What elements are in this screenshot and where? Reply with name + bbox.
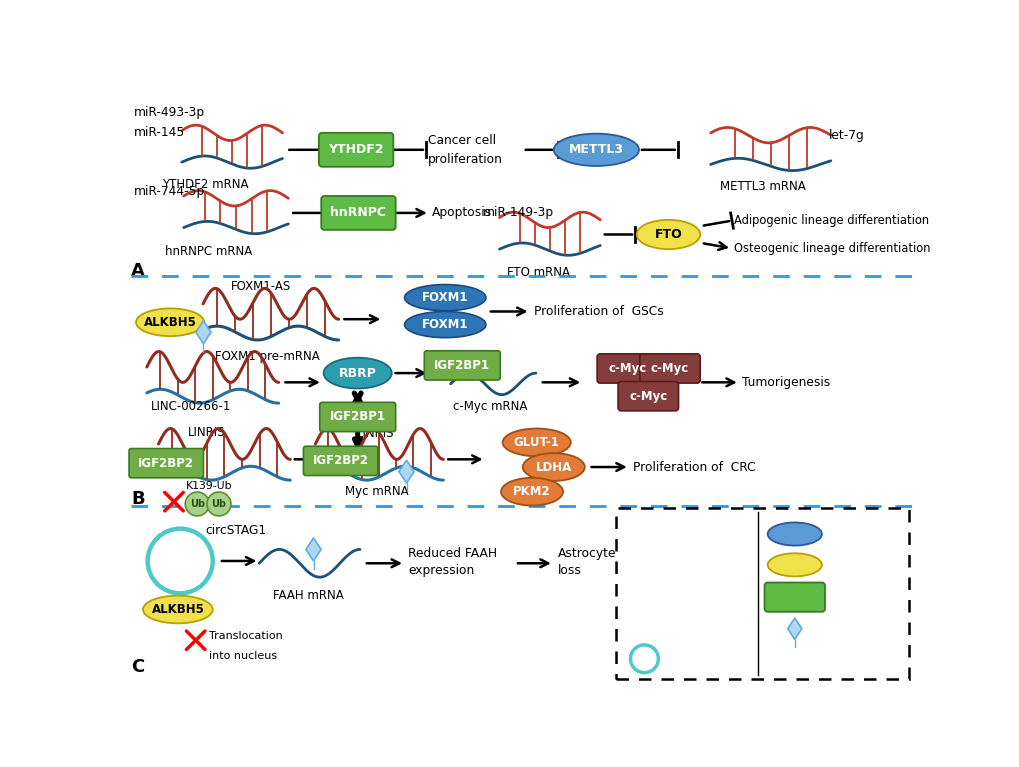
FancyBboxPatch shape (303, 446, 377, 476)
Text: Tumorigenesis: Tumorigenesis (742, 376, 829, 389)
Circle shape (630, 645, 657, 673)
Text: LDHA: LDHA (535, 460, 572, 473)
Ellipse shape (143, 596, 213, 624)
Text: ALKBH5: ALKBH5 (151, 603, 204, 616)
FancyBboxPatch shape (596, 354, 657, 383)
Text: circRNA: circRNA (665, 652, 713, 665)
Text: Apoptosis: Apoptosis (432, 206, 492, 219)
Text: RBRP: RBRP (338, 367, 376, 380)
Text: circSTAG1: circSTAG1 (205, 524, 266, 537)
Text: FTO: FTO (654, 228, 682, 241)
FancyBboxPatch shape (639, 354, 699, 383)
Polygon shape (196, 321, 211, 344)
Polygon shape (787, 618, 801, 640)
Text: Cancer cell: Cancer cell (428, 134, 495, 147)
Text: m6A: m6A (825, 622, 853, 635)
Text: c-Myc: c-Myc (607, 362, 646, 375)
Text: proliferation: proliferation (428, 153, 502, 166)
Text: Eraser: Eraser (825, 558, 864, 571)
Text: expression: expression (408, 565, 474, 578)
Text: Ub: Ub (211, 499, 226, 509)
Text: IGF2BP1: IGF2BP1 (329, 410, 385, 423)
Text: Myc mRNA: Myc mRNA (344, 486, 409, 499)
Text: into nucleus: into nucleus (209, 650, 277, 660)
Text: LINC-00266-1: LINC-00266-1 (151, 400, 231, 413)
FancyBboxPatch shape (319, 133, 393, 166)
Text: ALKBH5: ALKBH5 (144, 316, 197, 329)
Text: C: C (131, 658, 145, 676)
Text: FOXM1: FOXM1 (422, 291, 468, 304)
Ellipse shape (323, 357, 391, 389)
Text: miR-493-3p: miR-493-3p (133, 107, 205, 120)
Text: FOXM1-AS: FOXM1-AS (230, 280, 290, 292)
Text: c-Myc: c-Myc (629, 390, 666, 403)
Text: miRNA: miRNA (674, 591, 714, 604)
Ellipse shape (136, 308, 204, 336)
Ellipse shape (502, 429, 571, 456)
Text: mRNA: mRNA (825, 652, 863, 665)
Text: Adipogenic lineage differentiation: Adipogenic lineage differentiation (734, 214, 928, 227)
Text: c-Myc mRNA: c-Myc mRNA (452, 400, 527, 413)
Text: Osteogenic lineage differentiation: Osteogenic lineage differentiation (734, 242, 930, 255)
Text: let-7g: let-7g (828, 130, 864, 143)
Text: c-Myc: c-Myc (650, 362, 689, 375)
Text: GLUT-1: GLUT-1 (514, 436, 559, 449)
FancyBboxPatch shape (319, 403, 395, 432)
Ellipse shape (553, 133, 638, 166)
FancyBboxPatch shape (321, 196, 395, 230)
Ellipse shape (405, 285, 485, 311)
Ellipse shape (405, 311, 485, 337)
Text: Reduced FAAH: Reduced FAAH (408, 547, 496, 560)
Text: FOXM1: FOXM1 (422, 318, 468, 331)
Ellipse shape (523, 453, 584, 481)
Ellipse shape (767, 553, 821, 576)
Ellipse shape (767, 522, 821, 545)
Text: Ub: Ub (190, 499, 205, 509)
Circle shape (148, 528, 213, 594)
Text: Proliferation of  GSCs: Proliferation of GSCs (534, 305, 663, 318)
Text: METTL3: METTL3 (569, 143, 624, 156)
Text: miR-744-5p: miR-744-5p (133, 185, 205, 198)
Circle shape (185, 492, 209, 516)
Text: YTHDF2 mRNA: YTHDF2 mRNA (162, 178, 248, 191)
Text: Inhibition: Inhibition (669, 528, 727, 541)
Text: Reader: Reader (825, 591, 868, 604)
Text: PKM2: PKM2 (513, 486, 550, 499)
FancyBboxPatch shape (764, 582, 824, 612)
Polygon shape (306, 538, 321, 561)
Text: miR-149-3p: miR-149-3p (482, 206, 553, 219)
Text: Translocation: Translocation (209, 631, 282, 641)
Text: hnRNPC: hnRNPC (330, 206, 386, 219)
Text: YTHDF2: YTHDF2 (328, 143, 383, 156)
Text: loss: loss (557, 565, 581, 578)
Text: Promotion: Promotion (669, 558, 732, 571)
Text: IGF2BP1: IGF2BP1 (434, 359, 490, 372)
Polygon shape (398, 460, 414, 483)
FancyBboxPatch shape (424, 351, 499, 380)
Text: lncRNA: lncRNA (680, 622, 723, 635)
Text: IGF2BP2: IGF2BP2 (312, 454, 368, 467)
Text: FOXM1 pre-mRNA: FOXM1 pre-mRNA (214, 350, 319, 363)
Text: Proliferation of  CRC: Proliferation of CRC (632, 460, 755, 473)
Text: Writer: Writer (825, 528, 862, 541)
FancyBboxPatch shape (615, 508, 908, 679)
Text: hnRNPC mRNA: hnRNPC mRNA (165, 245, 253, 258)
Text: FTO mRNA: FTO mRNA (506, 265, 570, 278)
FancyBboxPatch shape (618, 381, 678, 411)
Text: K139-Ub: K139-Ub (185, 480, 232, 491)
Text: A: A (131, 262, 145, 280)
Ellipse shape (500, 478, 562, 505)
Text: IGF2BP2: IGF2BP2 (139, 456, 194, 469)
Text: METTL3 mRNA: METTL3 mRNA (719, 180, 805, 193)
Text: FAAH mRNA: FAAH mRNA (272, 589, 343, 602)
Text: miR-145: miR-145 (133, 126, 184, 139)
Text: B: B (131, 490, 145, 509)
Ellipse shape (636, 220, 699, 249)
FancyBboxPatch shape (129, 449, 203, 478)
Circle shape (207, 492, 230, 516)
Text: LINRIS: LINRIS (187, 426, 225, 439)
Text: LINRIS: LINRIS (357, 427, 394, 440)
Text: Astrocyte: Astrocyte (557, 547, 615, 560)
